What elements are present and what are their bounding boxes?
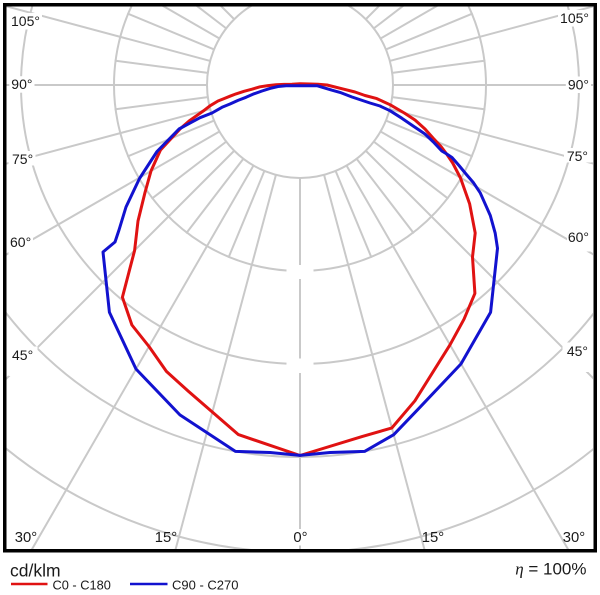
svg-text:cd/klm: cd/klm bbox=[10, 561, 61, 581]
svg-text:45°: 45° bbox=[12, 347, 33, 363]
svg-text:C90 - C270: C90 - C270 bbox=[172, 578, 238, 593]
svg-text:30°: 30° bbox=[563, 530, 585, 546]
svg-text:0°: 0° bbox=[293, 530, 307, 546]
svg-text:105°: 105° bbox=[11, 13, 40, 29]
svg-text:C0 - C180: C0 - C180 bbox=[53, 578, 111, 593]
svg-text:90°: 90° bbox=[568, 77, 589, 93]
svg-text:60°: 60° bbox=[568, 229, 589, 245]
svg-text:75°: 75° bbox=[567, 148, 588, 164]
svg-text:90°: 90° bbox=[11, 76, 32, 92]
svg-text:105°: 105° bbox=[560, 10, 589, 26]
svg-text:15°: 15° bbox=[422, 530, 444, 546]
svg-text:30°: 30° bbox=[15, 530, 37, 546]
svg-text:60°: 60° bbox=[10, 234, 31, 250]
svg-text:45°: 45° bbox=[567, 343, 588, 359]
svg-text:15°: 15° bbox=[155, 530, 177, 546]
svg-text:75°: 75° bbox=[12, 151, 33, 167]
svg-text:η = 100%: η = 100% bbox=[515, 560, 586, 579]
